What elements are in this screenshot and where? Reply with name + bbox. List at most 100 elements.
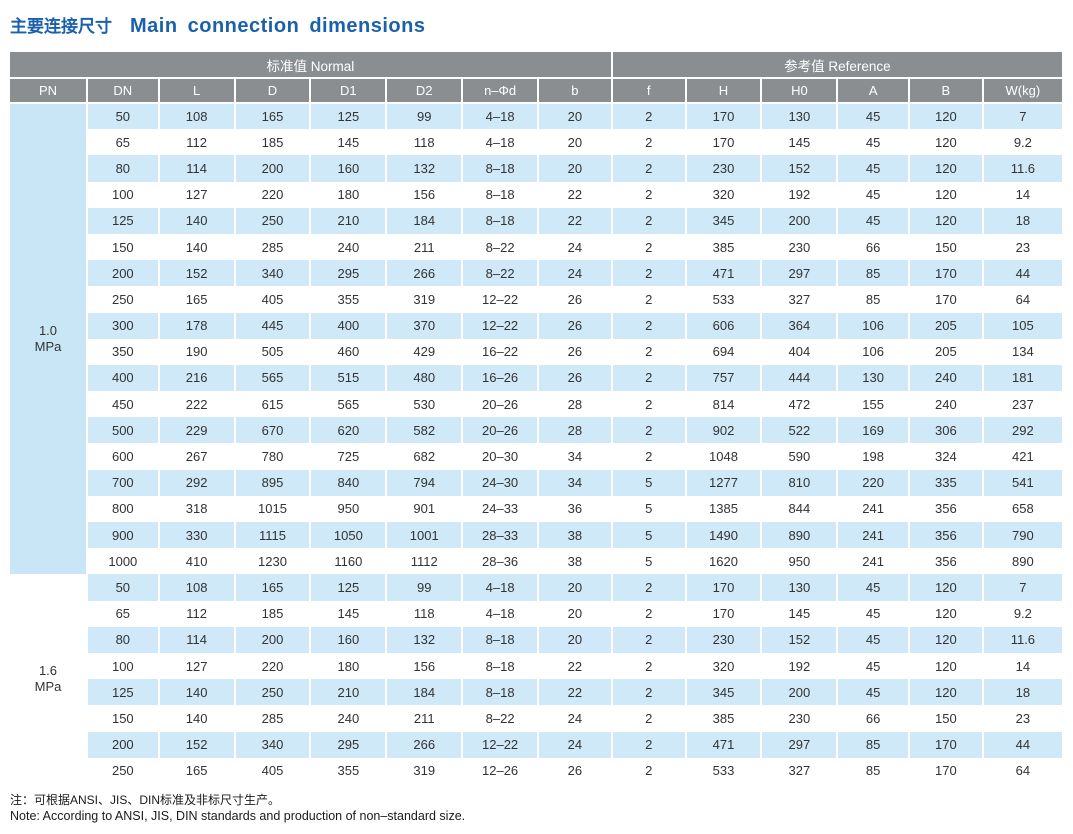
- table-cell: 5: [610, 548, 687, 575]
- table-cell: 2: [610, 233, 687, 261]
- table-cell: 340: [233, 260, 312, 287]
- table-cell: 216: [157, 364, 236, 392]
- table-cell: 590: [760, 443, 839, 470]
- column-header: H0: [760, 78, 839, 104]
- table-cell: 895: [233, 469, 312, 496]
- table-cell: 220: [233, 181, 312, 208]
- table-cell: 38: [537, 548, 613, 575]
- table-row: 100 127 220 180 156 8–18 22 2 320 192 45 120 14: [9, 181, 1065, 208]
- table-cell: 800: [85, 495, 160, 522]
- table-cell: 810: [760, 469, 839, 496]
- table-row: 200 152 340 295 266 12–22 24 2 471 297 85 170 44: [9, 731, 1065, 758]
- table-cell: 26: [537, 338, 613, 365]
- table-cell: 125: [85, 207, 160, 234]
- table-cell: 8–18: [461, 652, 540, 680]
- table-cell: 120: [907, 574, 984, 601]
- table-cell: 794: [385, 469, 464, 496]
- table-cell: 45: [836, 207, 910, 234]
- table-cell: 20–30: [461, 443, 540, 470]
- table-cell: 1620: [684, 548, 763, 575]
- table-cell: 8–22: [461, 260, 540, 287]
- table-cell: 85: [836, 757, 910, 784]
- table-cell: 2: [610, 181, 687, 208]
- table-cell: 1115: [233, 522, 312, 549]
- column-header: D: [233, 78, 312, 104]
- table-cell: 20: [537, 155, 613, 182]
- table-cell: 45: [836, 679, 910, 706]
- table-cell: 65: [85, 600, 160, 627]
- table-cell: 140: [157, 233, 236, 261]
- table-cell: 28: [537, 391, 613, 418]
- table-cell: 12–26: [461, 757, 540, 784]
- table-row: 800 318 1015 950 901 24–33 36 5 1385 844 241 356 658: [9, 495, 1065, 522]
- table-cell: 1385: [684, 495, 763, 522]
- table-row: 500 229 670 620 582 20–26 28 2 902 522 169 306 292: [9, 417, 1065, 444]
- table-cell: 250: [233, 207, 312, 234]
- table-cell: 140: [157, 705, 236, 732]
- table-cell: 237: [981, 391, 1065, 418]
- column-header: H: [684, 78, 763, 104]
- table-cell: 120: [907, 679, 984, 706]
- table-cell: 241: [836, 548, 910, 575]
- table-cell: 118: [385, 600, 464, 627]
- table-cell: 297: [760, 731, 839, 758]
- table-cell: 1050: [309, 522, 388, 549]
- table-cell: 150: [907, 705, 984, 732]
- table-cell: 85: [836, 260, 910, 287]
- table-cell: 184: [385, 679, 464, 706]
- column-header: A: [836, 78, 910, 104]
- table-cell: 152: [157, 260, 236, 287]
- table-cell: 26: [537, 312, 613, 339]
- table-cell: 7: [981, 574, 1065, 601]
- table-cell: 181: [981, 364, 1065, 392]
- table-cell: 120: [907, 652, 984, 680]
- table-cell: 530: [385, 391, 464, 418]
- table-cell: 780: [233, 443, 312, 470]
- table-cell: 7: [981, 103, 1065, 130]
- table-cell: 356: [907, 522, 984, 549]
- table-cell: 211: [385, 233, 464, 261]
- table-cell: 240: [309, 705, 388, 732]
- table-cell: 355: [309, 286, 388, 313]
- table-cell: 198: [836, 443, 910, 470]
- table-cell: 266: [385, 731, 464, 758]
- table-cell: 355: [309, 757, 388, 784]
- table-cell: 178: [157, 312, 236, 339]
- table-cell: 471: [684, 731, 763, 758]
- table-cell: 2: [610, 129, 687, 156]
- table-cell: 410: [157, 548, 236, 575]
- column-header: W(kg): [981, 78, 1065, 104]
- table-cell: 600: [85, 443, 160, 470]
- table-cell: 2: [610, 574, 687, 601]
- table-cell: 480: [385, 364, 464, 392]
- table-cell: 130: [760, 103, 839, 130]
- table-cell: 300: [85, 312, 160, 339]
- table-cell: 205: [907, 312, 984, 339]
- table-cell: 445: [233, 312, 312, 339]
- table-cell: 112: [157, 129, 236, 156]
- table-cell: 292: [981, 417, 1065, 444]
- table-cell: 327: [760, 286, 839, 313]
- table-cell: 114: [157, 626, 236, 653]
- table-cell: 222: [157, 391, 236, 418]
- table-cell: 405: [233, 757, 312, 784]
- table-cell: 210: [309, 207, 388, 234]
- table-cell: 152: [760, 626, 839, 653]
- table-cell: 230: [760, 705, 839, 732]
- table-cell: 192: [760, 652, 839, 680]
- table-cell: 266: [385, 260, 464, 287]
- table-cell: 28: [537, 417, 613, 444]
- table-cell: 2: [610, 652, 687, 680]
- table-cell: 533: [684, 286, 763, 313]
- column-header: n–Φd: [461, 78, 540, 104]
- table-cell: 4–18: [461, 103, 540, 130]
- table-cell: 2: [610, 679, 687, 706]
- table-cell: 5: [610, 522, 687, 549]
- table-cell: 160: [309, 626, 388, 653]
- footnotes: 注：可根据ANSI、JIS、DIN标准及非标尺寸生产。 Note: Accord…: [10, 793, 1065, 825]
- table-cell: 200: [760, 679, 839, 706]
- table-cell: 429: [385, 338, 464, 365]
- table-cell: 900: [85, 522, 160, 549]
- table-cell: 356: [907, 495, 984, 522]
- table-cell: 64: [981, 757, 1065, 784]
